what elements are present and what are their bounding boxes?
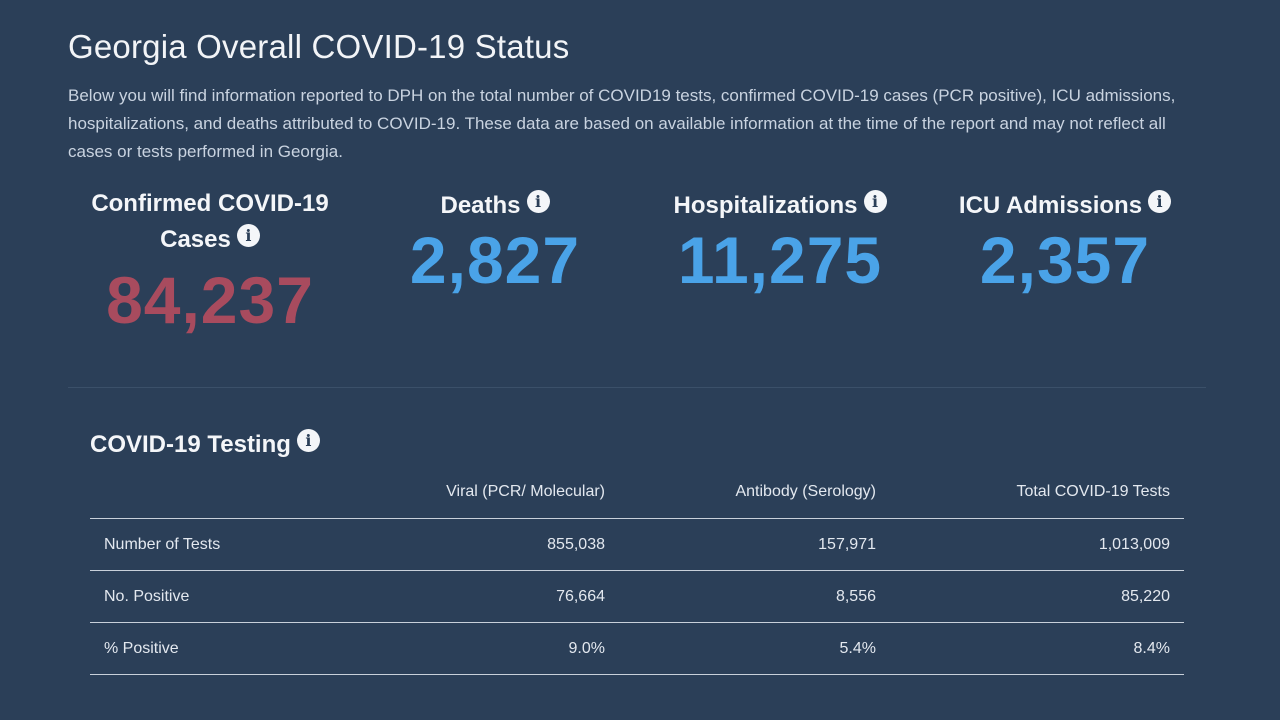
cell-antibody: 157,971	[619, 518, 890, 571]
info-icon[interactable]: i	[1148, 190, 1172, 213]
testing-table: Viral (PCR/ Molecular) Antibody (Serolog…	[90, 466, 1184, 675]
row-label: No. Positive	[90, 570, 310, 623]
stat-icu-value: 2,357	[979, 223, 1151, 297]
cell-total: 8.4%	[890, 622, 1184, 675]
testing-section-title: COVID-19 Testing i	[90, 428, 320, 462]
stat-hospitalizations-label: Hospitalizations i	[650, 188, 910, 224]
stat-deaths-label-text: Deaths	[440, 192, 521, 219]
section-divider	[68, 387, 1206, 388]
column-header-antibody: Antibody (Serology)	[619, 466, 890, 519]
stat-hospitalizations-label-text: Hospitalizations	[673, 192, 858, 219]
cell-viral: 9.0%	[310, 622, 619, 675]
stat-cases-label-line1: Confirmed COVID-19	[91, 190, 329, 217]
column-header-total: Total COVID-19 Tests	[890, 466, 1184, 519]
stat-cases-label-line2: Cases	[160, 226, 231, 253]
cell-total: 85,220	[890, 570, 1184, 623]
info-icon[interactable]: i	[863, 190, 887, 213]
stat-cases-value: 84,237	[106, 263, 314, 337]
info-icon[interactable]: i	[526, 190, 550, 213]
table-row: Number of Tests 855,038 157,971 1,013,00…	[90, 518, 1184, 571]
stat-cases-label: Confirmed COVID-19 Cases i	[80, 186, 340, 258]
table-row: No. Positive 76,664 8,556 85,220	[90, 570, 1184, 623]
cell-antibody: 5.4%	[619, 622, 890, 675]
page-title: Georgia Overall COVID-19 Status	[68, 28, 570, 65]
row-label: % Positive	[90, 622, 310, 675]
info-icon[interactable]: i	[296, 429, 320, 452]
cell-antibody: 8,556	[619, 570, 890, 623]
stat-icu-admissions: ICU Admissions i 2,357	[940, 188, 1190, 296]
stat-hospitalizations-value: 11,275	[677, 223, 883, 297]
row-label: Number of Tests	[90, 518, 310, 571]
stat-icu-label: ICU Admissions i	[940, 188, 1190, 224]
info-icon[interactable]: i	[236, 224, 260, 247]
testing-title-text: COVID-19 Testing	[90, 431, 291, 458]
intro-text: Below you will find information reported…	[68, 86, 1176, 161]
stat-deaths-label: Deaths i	[380, 188, 610, 224]
stat-confirmed-cases: Confirmed COVID-19 Cases i 84,237	[80, 186, 340, 336]
stat-icu-label-text: ICU Admissions	[958, 192, 1143, 219]
stat-deaths: Deaths i 2,827	[380, 188, 610, 296]
column-header	[90, 466, 310, 519]
stat-hospitalizations: Hospitalizations i 11,275	[650, 188, 910, 296]
stat-deaths-value: 2,827	[409, 223, 581, 297]
cell-viral: 76,664	[310, 570, 619, 623]
cell-viral: 855,038	[310, 518, 619, 571]
table-header-row: Viral (PCR/ Molecular) Antibody (Serolog…	[90, 466, 1184, 519]
table-row: % Positive 9.0% 5.4% 8.4%	[90, 622, 1184, 675]
column-header-viral: Viral (PCR/ Molecular)	[310, 466, 619, 519]
cell-total: 1,013,009	[890, 518, 1184, 571]
